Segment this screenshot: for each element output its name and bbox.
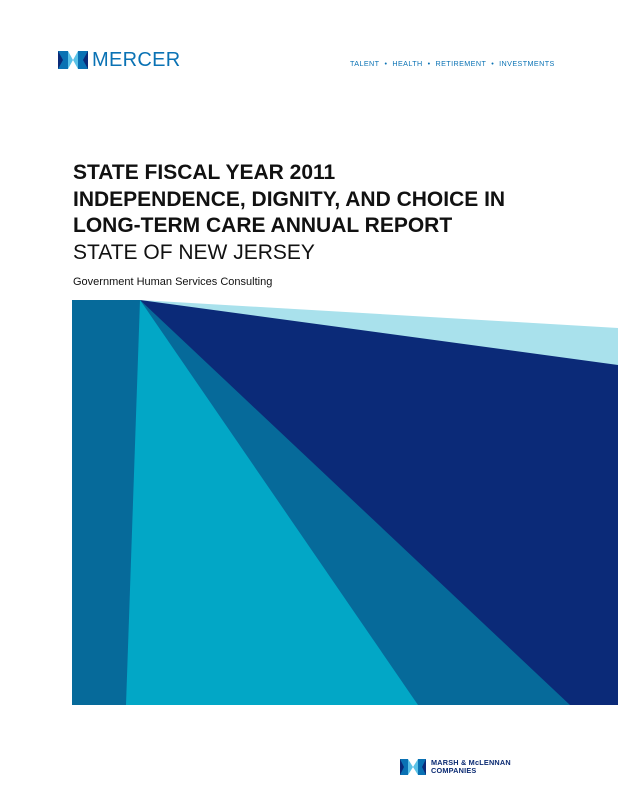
mmc-logo-icon bbox=[400, 759, 426, 775]
cover-graphic bbox=[72, 300, 618, 705]
brand-name: MERCER bbox=[92, 49, 181, 71]
mercer-logo-icon bbox=[58, 51, 88, 69]
tagline-separator: • bbox=[384, 59, 388, 68]
report-title: STATE FISCAL YEAR 2011 INDEPENDENCE, DIG… bbox=[73, 160, 593, 266]
mmc-logo: MARSH & McLENNAN COMPANIES bbox=[400, 759, 511, 775]
graphic-cyan-wedge bbox=[126, 300, 418, 705]
tagline-investments: INVESTMENTS bbox=[499, 59, 555, 68]
tagline-retirement: RETIREMENT bbox=[435, 59, 487, 68]
report-subtitle: STATE OF NEW JERSEY bbox=[73, 240, 315, 264]
tagline-separator: • bbox=[427, 59, 431, 68]
parent-company-line-1: MARSH & McLENNAN bbox=[431, 758, 511, 767]
title-line-2: INDEPENDENCE, DIGNITY, AND CHOICE IN bbox=[73, 187, 506, 211]
title-line-1: STATE FISCAL YEAR 2011 bbox=[73, 161, 336, 184]
tagline: TALENT • HEALTH • RETIREMENT • INVESTMENTS bbox=[350, 59, 555, 68]
tagline-talent: TALENT bbox=[350, 59, 380, 68]
tagline-separator: • bbox=[491, 59, 495, 68]
department-name: Government Human Services Consulting bbox=[73, 276, 273, 288]
parent-company-line-2: COMPANIES bbox=[431, 766, 477, 775]
parent-company-name: MARSH & McLENNAN COMPANIES bbox=[431, 759, 511, 775]
tagline-health: HEALTH bbox=[392, 59, 423, 68]
title-line-3: LONG-TERM CARE ANNUAL REPORT bbox=[73, 214, 453, 237]
mercer-logo: MERCER bbox=[58, 47, 180, 73]
